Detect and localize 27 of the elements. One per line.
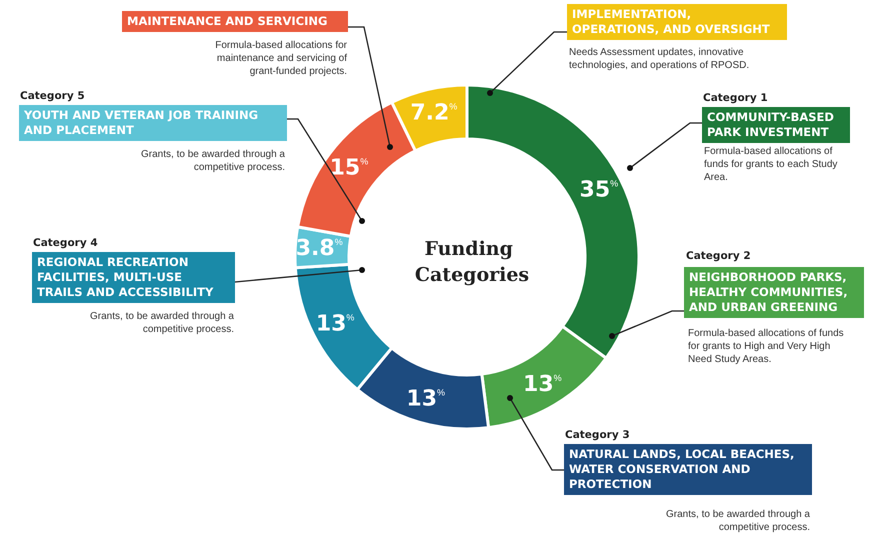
text: Category 5 [20, 90, 85, 102]
legend-label: NATURAL LANDS, LOCAL BEACHES, WATER CONSERVATION AND PROTECTION [569, 444, 812, 495]
legend-label: REGIONAL RECREATION FACILITIES, MULTI-USE TRAILS AND ACCESSIBILITY [37, 252, 235, 303]
text: Formula-based allocations of funds for grants to High and Very High Need Study Areas. [688, 327, 845, 366]
data-label: 35% [580, 177, 618, 202]
legend-label: YOUTH AND VETERAN JOB TRAINING AND PLACEMENT [24, 105, 287, 141]
data-label: 13% [523, 372, 562, 397]
text: Formula-based allocations for maintenance and servicing of grant-funded projects. [214, 39, 347, 78]
data-label: 3.8% [296, 236, 343, 262]
text: Category 2 [686, 250, 751, 262]
data-label: 15% [330, 155, 368, 180]
text: Grants, to be awarded through a competitive process. [140, 148, 285, 174]
data-label: 7.2% [410, 100, 458, 126]
data-label: 13% [406, 386, 446, 412]
data-label: 13% [316, 312, 354, 337]
text: Grants, to be awarded through a competitive process. [665, 508, 810, 534]
text: Category 3 [565, 429, 630, 441]
legend-label: COMMUNITY-BASED PARK INVESTMENT [707, 107, 850, 143]
text: Category 1 [703, 92, 768, 104]
text: Needs Assessment updates, innovative technologies, and operations of RPOSD. [569, 46, 750, 72]
text: Category 4 [33, 237, 98, 249]
text: Grants, to be awarded through a competitive process. [89, 310, 234, 336]
text: Formula-based allocations of funds for grants to each Study Area. [704, 145, 838, 184]
legend-label: MAINTENANCE AND SERVICING [127, 11, 348, 32]
legend-label: IMPLEMENTATION, OPERATIONS, AND OVERSIGHT [572, 4, 787, 40]
text: Funding Categories [414, 238, 530, 286]
legend-label: NEIGHBORHOOD PARKS, HEALTHY COMMUNITIES, AND URBAN GREENING [689, 267, 864, 318]
